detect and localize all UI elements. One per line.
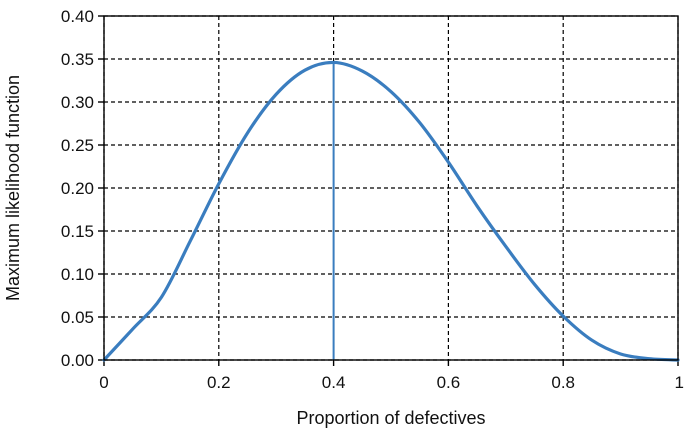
- x-tick-label: 1: [675, 373, 684, 392]
- y-axis-title: Maximum likelihood function: [3, 75, 23, 301]
- x-tick-label: 0.4: [322, 373, 346, 392]
- y-tick-label: 0.35: [61, 50, 94, 69]
- y-tick-label: 0.40: [61, 7, 94, 26]
- y-tick-label: 0.10: [61, 265, 94, 284]
- y-tick-label: 0.05: [61, 308, 94, 327]
- y-tick-label: 0.00: [61, 351, 94, 370]
- y-tick-label: 0.25: [61, 136, 94, 155]
- y-tick-label: 0.15: [61, 222, 94, 241]
- likelihood-curve: [102, 60, 680, 362]
- x-tick-label: 0.8: [551, 373, 575, 392]
- grid: [103, 15, 679, 361]
- x-tick-label: 0.6: [437, 373, 461, 392]
- x-tick-label: 0.2: [207, 373, 231, 392]
- x-tick-label: 0: [99, 373, 108, 392]
- y-tick-labels: 0.00 0.05 0.10 0.15 0.20 0.25 0.30 0.35 0.40: [61, 7, 104, 370]
- series-layer: [102, 60, 680, 362]
- x-tick-labels: 0 0.2 0.4 0.6 0.8 1: [99, 360, 684, 392]
- y-tick-label: 0.20: [61, 179, 94, 198]
- y-tick-label: 0.30: [61, 93, 94, 112]
- x-axis-title: Proportion of defectives: [296, 408, 485, 428]
- plot-frame: [103, 15, 679, 361]
